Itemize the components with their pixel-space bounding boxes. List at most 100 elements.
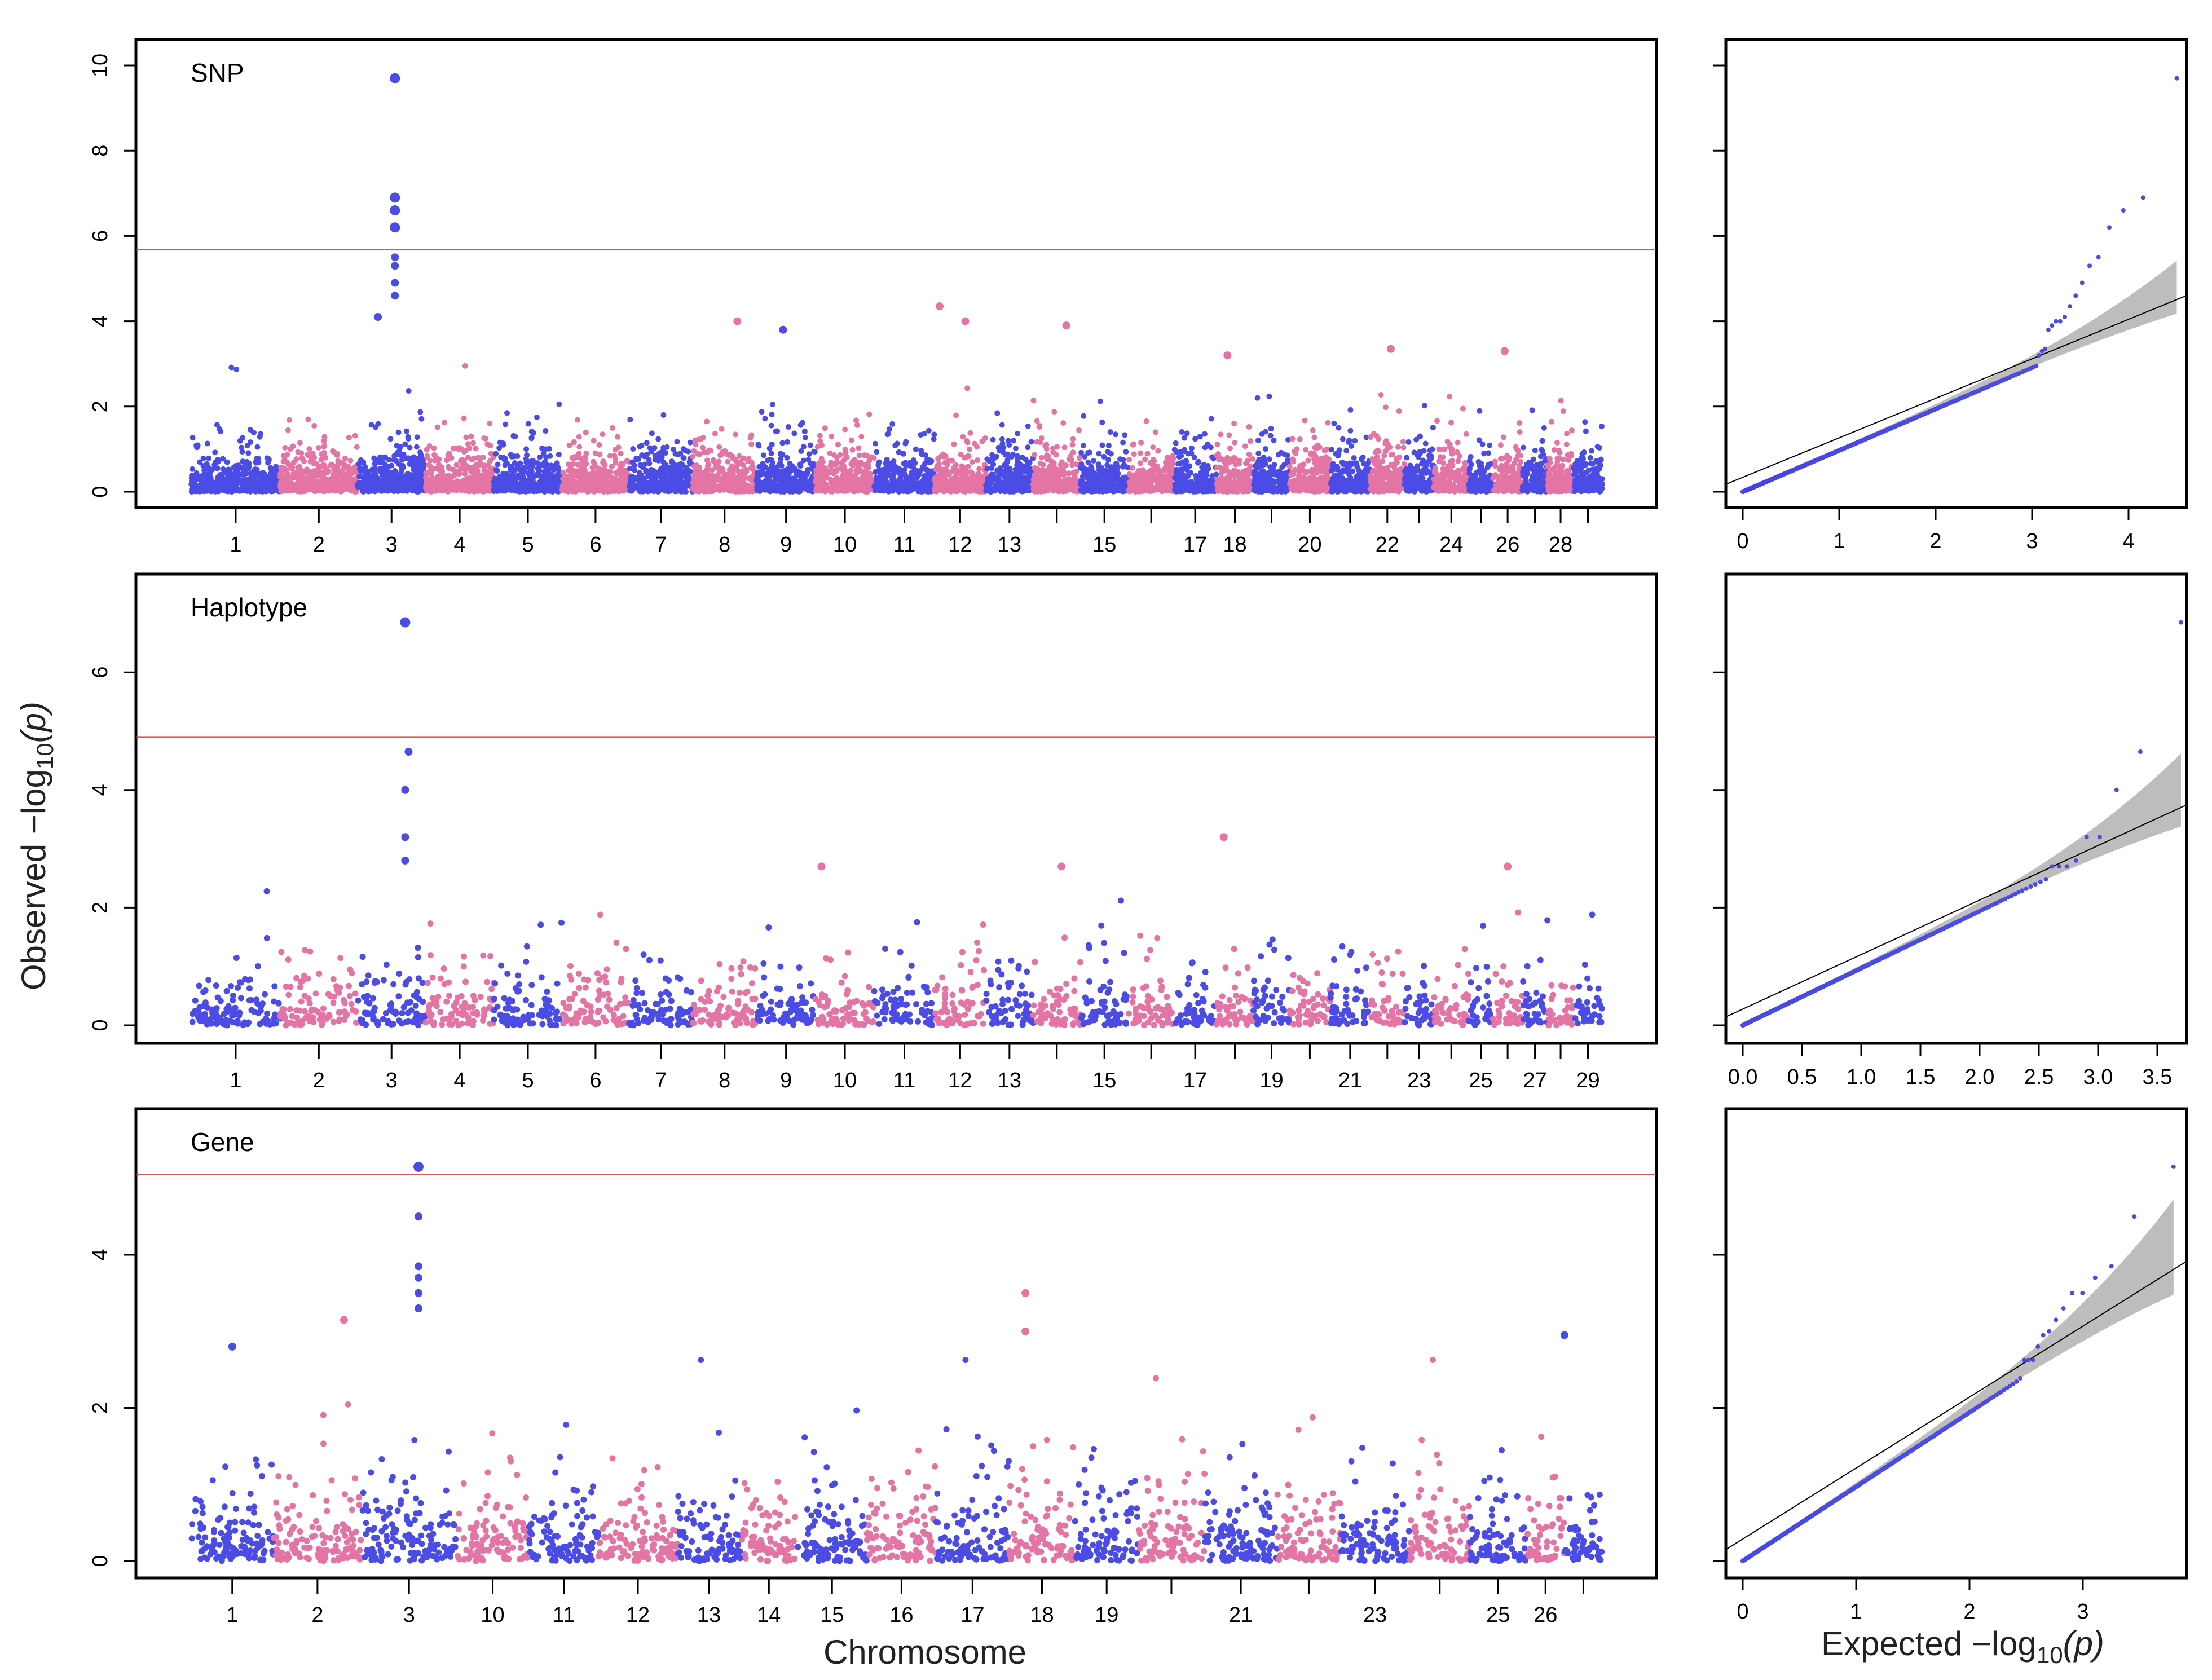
snp-point — [644, 468, 649, 473]
snp-point — [704, 449, 710, 455]
snp-point — [224, 483, 230, 488]
snp-point — [245, 450, 251, 456]
snp-point — [226, 466, 231, 472]
snp-point — [561, 470, 566, 476]
snp-point — [876, 459, 882, 465]
snp-point — [1065, 487, 1070, 493]
snp-point — [1025, 424, 1031, 429]
snp-point — [822, 425, 828, 431]
snp-point — [875, 486, 880, 492]
snp-point — [915, 472, 920, 478]
snp-point — [587, 471, 593, 477]
snp-point — [596, 479, 602, 485]
snp-point — [1070, 442, 1076, 448]
snp-point — [704, 457, 710, 463]
snp-point — [291, 460, 297, 465]
snp-point — [949, 476, 954, 482]
snp-point — [937, 475, 942, 481]
x-tick-label: 10 — [833, 533, 857, 557]
snp-point — [547, 486, 553, 491]
snp-point — [530, 458, 536, 464]
snp-point — [760, 466, 766, 471]
snp-point — [798, 422, 804, 428]
snp-point — [653, 453, 658, 458]
snp-point — [622, 469, 628, 475]
snp-point — [976, 466, 982, 471]
snp-point — [403, 456, 409, 461]
y-tick-label: 0 — [89, 486, 112, 497]
snp-point — [610, 425, 615, 431]
snp-point — [519, 466, 525, 472]
snp-point — [487, 459, 492, 465]
snp-point — [926, 428, 932, 434]
panel-label: SNP — [191, 58, 244, 87]
snp-point — [260, 471, 266, 477]
snp-point — [849, 477, 854, 483]
snp-point — [711, 458, 716, 464]
snp-point — [408, 472, 413, 478]
snp-point — [206, 456, 211, 461]
snp-point — [1087, 473, 1093, 479]
snp-point — [705, 481, 711, 487]
snp-point — [501, 486, 507, 491]
snp-point — [995, 467, 1001, 473]
snp-point — [284, 459, 289, 465]
snp-point — [500, 442, 506, 448]
snp-point — [750, 464, 755, 469]
snp-point — [435, 424, 440, 430]
snp-point — [829, 460, 834, 465]
snp-point — [471, 470, 477, 475]
snp-point — [409, 460, 415, 465]
snp-point — [900, 487, 905, 493]
snp-point — [857, 486, 862, 492]
snp-point — [282, 445, 288, 451]
snp-point — [615, 434, 620, 440]
snp-point — [704, 418, 710, 424]
snp-point — [337, 474, 342, 479]
snp-point — [214, 422, 220, 427]
snp-point — [797, 480, 803, 486]
snp-point — [854, 462, 860, 468]
snp-point — [461, 415, 467, 421]
snp-point — [568, 463, 574, 469]
snp-point — [873, 441, 878, 447]
snp-point — [253, 460, 259, 466]
snp-point — [805, 457, 811, 462]
snp-point — [964, 385, 970, 391]
snp-point — [813, 488, 819, 493]
snp-point — [862, 453, 868, 458]
snp-point — [682, 448, 688, 453]
snp-point — [1069, 462, 1075, 468]
snp-point — [857, 452, 862, 458]
snp-point — [535, 466, 540, 471]
snp-point — [534, 415, 540, 420]
snp-point — [960, 434, 966, 439]
snp-point — [994, 454, 999, 460]
snp-point — [1034, 439, 1040, 445]
snp-point — [1108, 451, 1114, 457]
snp-point — [194, 444, 200, 450]
snp-point — [575, 417, 580, 423]
snp-point — [611, 453, 617, 458]
snp-point — [815, 444, 821, 449]
snp-point — [461, 449, 467, 455]
snp-point — [777, 477, 783, 482]
snp-point — [1076, 427, 1082, 433]
x-tick-label: 7 — [655, 533, 667, 557]
snp-point — [208, 479, 213, 485]
snp-point — [278, 479, 284, 485]
snp-point — [1067, 456, 1072, 462]
snp-point — [716, 444, 722, 450]
snp-point — [1005, 488, 1011, 494]
snp-point — [583, 451, 589, 456]
snp-point — [1120, 440, 1126, 446]
snp-point — [727, 481, 733, 487]
snp-point — [369, 422, 374, 427]
snp-point — [1030, 398, 1036, 403]
snp-point — [494, 482, 500, 487]
snp-point — [922, 431, 927, 436]
snp-point — [874, 449, 879, 455]
snp-point — [659, 455, 665, 460]
snp-point — [540, 485, 546, 491]
snp-point — [591, 489, 597, 495]
